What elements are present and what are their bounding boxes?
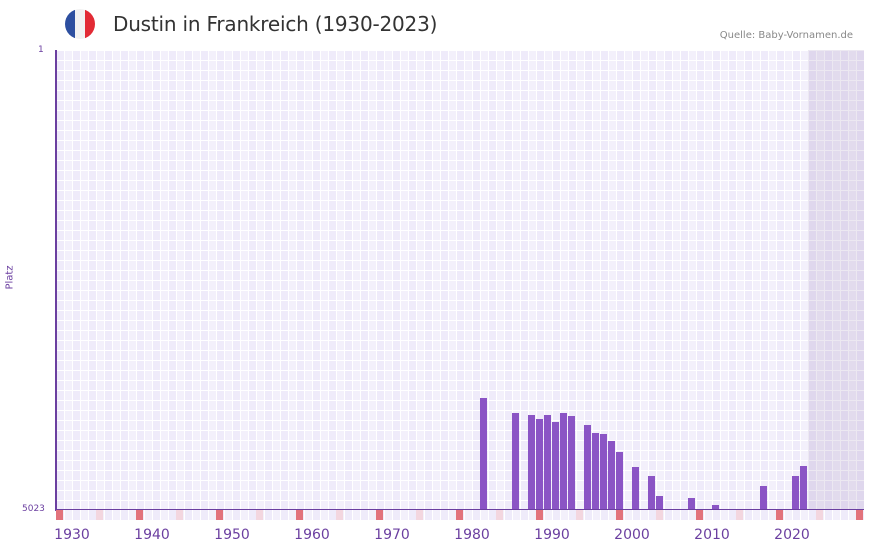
source-label: Quelle: Baby-Vornamen.de <box>719 30 853 41</box>
year-marker <box>456 510 463 520</box>
year-marker <box>816 510 823 520</box>
bar-2002[interactable] <box>648 476 655 510</box>
year-marker <box>616 510 623 520</box>
bar-2007[interactable] <box>688 498 695 510</box>
bar-1996[interactable] <box>600 434 607 510</box>
x-label-1980: 1980 <box>454 527 490 543</box>
bar-1989[interactable] <box>544 414 551 510</box>
bar-2000[interactable] <box>632 467 639 510</box>
year-marker <box>656 510 663 520</box>
plot-area <box>56 50 864 510</box>
year-marker <box>176 510 183 520</box>
x-label-1990: 1990 <box>534 527 570 543</box>
y-axis-title: Platz <box>4 265 16 290</box>
bar-2016[interactable] <box>760 486 767 510</box>
chart-title: Dustin in Frankreich (1930-2023) <box>113 12 438 36</box>
x-label-1930: 1930 <box>54 527 90 543</box>
year-marker <box>56 510 63 520</box>
bar-1994[interactable] <box>584 424 591 510</box>
year-marker <box>736 510 743 520</box>
year-marker <box>536 510 543 520</box>
x-axis-line <box>56 509 864 510</box>
france-flag-icon <box>65 9 95 39</box>
year-marker <box>376 510 383 520</box>
year-marker <box>496 510 503 520</box>
bar-1998[interactable] <box>616 452 623 510</box>
bar-1990[interactable] <box>552 421 559 510</box>
bar-1985[interactable] <box>512 413 519 510</box>
incomplete-years-shade <box>808 50 864 510</box>
year-marker <box>576 510 583 520</box>
x-label-2010: 2010 <box>694 527 730 543</box>
year-marker <box>136 510 143 520</box>
x-label-1970: 1970 <box>374 527 410 543</box>
bar-2020[interactable] <box>792 476 799 510</box>
bar-2003[interactable] <box>656 496 663 510</box>
bar-2021[interactable] <box>800 466 807 510</box>
bar-2010[interactable] <box>712 504 719 510</box>
x-label-1960: 1960 <box>294 527 330 543</box>
bar-1997[interactable] <box>608 441 615 510</box>
year-marker <box>776 510 783 520</box>
x-label-1940: 1940 <box>134 527 170 543</box>
year-marker <box>296 510 303 520</box>
bar-1991[interactable] <box>560 413 567 510</box>
x-label-1950: 1950 <box>214 527 250 543</box>
y-axis-top-label: 1 <box>38 45 44 55</box>
year-marker <box>416 510 423 520</box>
x-label-2000: 2000 <box>614 527 650 543</box>
bar-1988[interactable] <box>536 419 543 510</box>
grid <box>56 50 864 510</box>
bar-1995[interactable] <box>592 433 599 510</box>
year-marker <box>856 510 863 520</box>
year-marker <box>256 510 263 520</box>
bar-1992[interactable] <box>568 416 575 510</box>
bar-1981[interactable] <box>480 397 487 510</box>
y-axis-bottom-label: 5023 <box>22 504 45 514</box>
bar-1987[interactable] <box>528 414 535 510</box>
year-marker <box>336 510 343 520</box>
y-axis-line <box>55 50 57 511</box>
x-label-2020: 2020 <box>774 527 810 543</box>
year-marker <box>96 510 103 520</box>
year-marker <box>216 510 223 520</box>
year-marker <box>696 510 703 520</box>
